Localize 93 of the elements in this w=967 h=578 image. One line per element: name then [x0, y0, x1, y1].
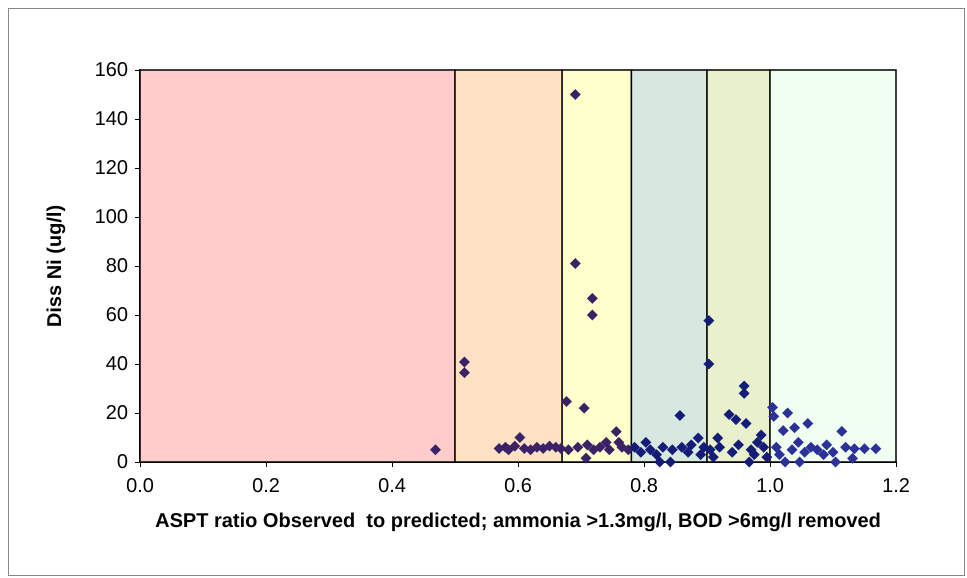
point [730, 414, 742, 426]
point [651, 449, 662, 460]
point [580, 452, 592, 464]
point [799, 446, 810, 458]
x-axis-title: ASPT ratio Observed to predicted; ammonia >1.3mg/l, BOD >6mg/l removed [155, 510, 881, 532]
point [767, 402, 778, 413]
x-tick-label: 1.2 [882, 475, 910, 497]
x-tick-label: 1.0 [756, 475, 784, 497]
y-tick-label: 160 [94, 59, 128, 81]
y-axis-title: Diss Ni (ug/l) [44, 204, 66, 328]
x-tick-label: 0.4 [378, 475, 406, 497]
y-tick-label: 60 [106, 304, 128, 326]
point [761, 452, 772, 463]
point [724, 408, 735, 420]
x-tick-label: 0.6 [504, 475, 532, 497]
y-tick-label: 140 [94, 108, 128, 130]
point [792, 436, 804, 448]
point [768, 410, 780, 422]
y-tick-label: 0 [116, 451, 128, 473]
point [847, 452, 858, 464]
point [570, 89, 581, 100]
point [458, 356, 470, 368]
point [674, 410, 686, 421]
y-tick-label: 80 [106, 255, 128, 277]
point [582, 439, 593, 450]
point [712, 432, 724, 444]
point [572, 442, 584, 453]
point [789, 422, 800, 434]
point [561, 396, 572, 407]
point [458, 367, 470, 378]
point [654, 456, 666, 468]
point [802, 418, 814, 430]
point [600, 436, 612, 448]
point [586, 292, 598, 304]
point [629, 442, 640, 453]
point [786, 444, 798, 456]
point [840, 442, 852, 453]
x-tick-label: 0.0 [126, 475, 154, 497]
point [604, 444, 615, 456]
point [830, 456, 842, 468]
point [828, 446, 838, 458]
point [756, 430, 767, 441]
point [733, 439, 744, 450]
point [744, 456, 755, 468]
point [704, 444, 716, 456]
point [430, 444, 441, 456]
point [758, 442, 770, 453]
point [682, 446, 694, 458]
point [578, 402, 590, 414]
point [635, 446, 646, 458]
point [818, 449, 830, 460]
point [821, 439, 832, 450]
point [640, 436, 652, 448]
point [562, 444, 574, 456]
y-tick-label: 100 [94, 206, 128, 228]
point [812, 444, 823, 456]
y-tick-label: 20 [106, 402, 128, 424]
y-tick-label: 40 [106, 353, 128, 375]
point [748, 449, 760, 460]
point [836, 426, 848, 437]
point [703, 315, 714, 326]
point [794, 456, 806, 468]
point [848, 443, 860, 454]
point [676, 442, 688, 453]
point [703, 358, 714, 370]
point [610, 426, 622, 438]
point [778, 425, 789, 436]
point [692, 432, 704, 444]
point [859, 443, 870, 454]
x-tick-label: 0.8 [630, 475, 658, 497]
point [586, 310, 598, 320]
point [570, 258, 581, 270]
point [708, 452, 719, 463]
point [686, 439, 697, 450]
point [752, 436, 763, 448]
y-tick-label: 120 [94, 157, 128, 179]
point [657, 442, 668, 453]
point [870, 443, 882, 454]
point [644, 444, 656, 456]
point [726, 446, 738, 458]
point [782, 408, 794, 418]
point [774, 449, 785, 460]
point [770, 442, 782, 453]
point [714, 442, 726, 453]
point [740, 418, 752, 430]
point [594, 442, 606, 453]
point [780, 456, 791, 468]
point [666, 444, 678, 456]
x-tick-label: 0.2 [252, 475, 280, 497]
point [664, 456, 676, 468]
point [509, 440, 520, 452]
point [695, 449, 706, 460]
point [514, 432, 526, 443]
